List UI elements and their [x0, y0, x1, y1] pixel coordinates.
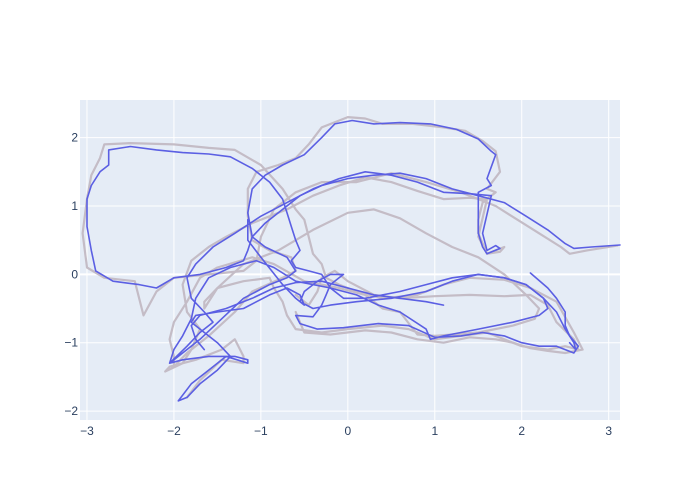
- series-layer: [81, 116, 621, 402]
- y-tick-label: 2: [71, 131, 78, 145]
- x-tick-label: 0: [344, 424, 351, 438]
- series-line-5: [190, 280, 445, 351]
- y-tick-label: −1: [64, 336, 78, 350]
- series-line-1: [164, 116, 580, 399]
- x-tick-label: −2: [167, 424, 181, 438]
- x-tick-label: −3: [80, 424, 94, 438]
- plot-background: [80, 100, 620, 420]
- y-tick-label: −2: [64, 404, 78, 418]
- y-tick-label: 0: [71, 267, 78, 281]
- y-gridlines: [80, 137, 620, 412]
- x-tick-label: 3: [605, 424, 612, 438]
- x-tick-label: 1: [431, 424, 438, 438]
- y-tick-labels: −2 −1 0 1 2: [64, 131, 78, 419]
- x-tick-labels: −3 −2 −1 0 1 2 3: [80, 424, 612, 438]
- x-tick-label: 2: [518, 424, 525, 438]
- x-tick-label: −1: [254, 424, 268, 438]
- y-tick-label: 1: [71, 199, 78, 213]
- series-line-4: [86, 145, 621, 351]
